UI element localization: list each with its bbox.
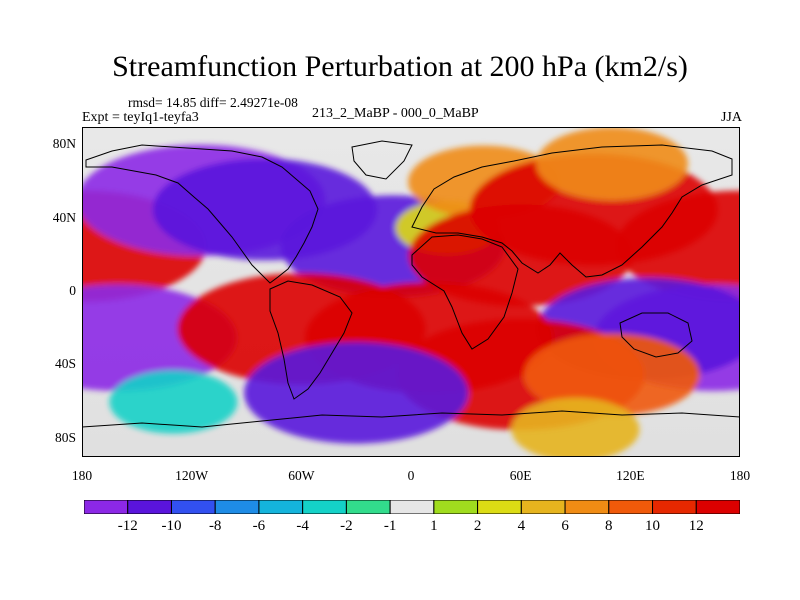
colorbar-swatch — [695, 500, 740, 514]
chart-title: Streamfunction Perturbation at 200 hPa (… — [112, 50, 688, 83]
colorbar-label: -12 — [117, 518, 138, 534]
colorbar-label: 2 — [473, 518, 482, 534]
colorbar-label: -4 — [296, 518, 309, 534]
colorbar-label: 12 — [688, 518, 704, 534]
y-tick-label: 0 — [69, 283, 76, 298]
colorbar-label: -1 — [383, 518, 397, 534]
y-tick-label: 80S — [54, 429, 76, 445]
colorbar-label: 6 — [561, 518, 569, 534]
experiment-label: Expt = teyIq1-teyfa3 — [82, 110, 199, 125]
field-layer — [82, 127, 740, 457]
colorbar — [84, 500, 740, 514]
field-feature — [536, 127, 689, 201]
y-tick-label: 40S — [54, 356, 76, 372]
x-tick-label: 0 — [407, 468, 415, 483]
x-tick-label: 120W — [175, 468, 209, 483]
colorbar-swatch — [433, 500, 479, 514]
field-feature — [109, 370, 238, 434]
colorbar-swatch — [652, 500, 697, 514]
colorbar-swatch — [477, 500, 522, 514]
x-tick-label: 180 — [71, 468, 93, 483]
x-tick-label: 60E — [509, 468, 532, 483]
colorbar-label: 8 — [605, 518, 613, 534]
y-tick-label: 80N — [52, 136, 76, 152]
field-feature — [524, 333, 701, 416]
colorbar-swatch — [564, 500, 610, 514]
x-tick-label: 180 — [729, 468, 751, 483]
field-feature — [408, 204, 633, 307]
colorbar-swatch — [302, 500, 347, 514]
colorbar-label: -10 — [161, 518, 182, 534]
comparison-label: 213_2_MaBP - 000_0_MaBP — [312, 106, 479, 121]
field-feature — [244, 342, 469, 444]
colorbar-label: 4 — [517, 518, 526, 534]
colorbar-label: -2 — [340, 518, 353, 534]
y-tick-label: 40N — [52, 209, 76, 225]
colorbar-label: -8 — [208, 518, 222, 534]
colorbar-swatch — [214, 500, 260, 514]
rmsd-stats: rmsd= 14.85 diff= 2.49271e-08 — [128, 95, 298, 110]
colorbar-label: -6 — [252, 518, 266, 534]
colorbar-label: 1 — [430, 518, 438, 534]
season-label: JJA — [720, 110, 742, 125]
colorbar-swatch — [389, 500, 435, 514]
x-tick-label: 60W — [288, 468, 315, 483]
colorbar-swatch — [84, 500, 129, 514]
colorbar-swatch — [258, 500, 304, 514]
x-tick-label: 120E — [616, 468, 645, 483]
streamfunction-map — [82, 127, 740, 457]
colorbar-swatch — [345, 500, 391, 514]
colorbar-swatch — [170, 500, 216, 514]
colorbar-swatch — [520, 500, 566, 514]
coastlines — [82, 140, 740, 428]
colorbar-swatch — [608, 500, 654, 514]
colorbar-label: 10 — [645, 518, 661, 534]
colorbar-swatch — [127, 500, 172, 514]
